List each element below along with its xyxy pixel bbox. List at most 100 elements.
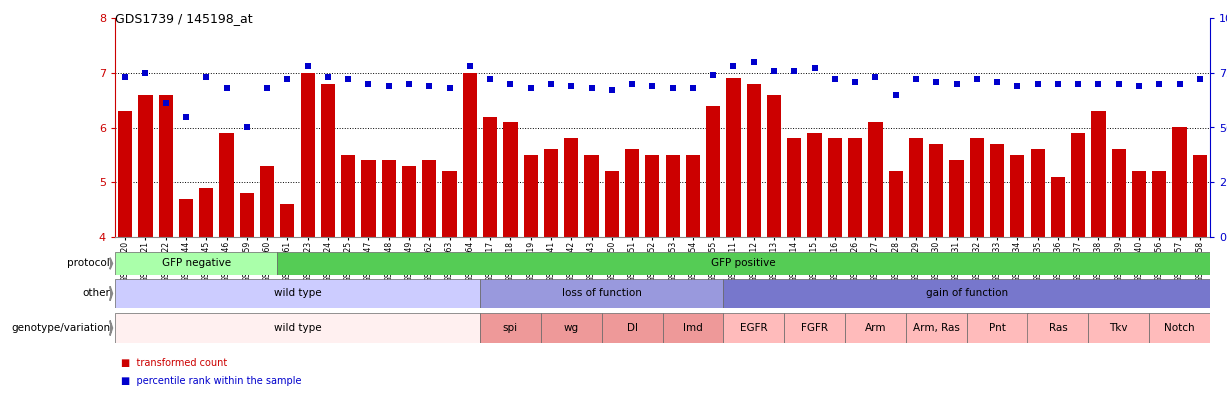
Bar bbox=[724, 313, 784, 343]
Bar bbox=[524, 155, 537, 237]
Bar bbox=[260, 166, 274, 237]
Point bbox=[541, 81, 561, 87]
Point bbox=[926, 78, 946, 85]
Point bbox=[237, 124, 256, 131]
Point bbox=[196, 74, 216, 80]
Bar bbox=[967, 313, 1027, 343]
Bar bbox=[443, 171, 456, 237]
Text: GFP negative: GFP negative bbox=[162, 258, 231, 269]
Point bbox=[399, 81, 418, 87]
Bar bbox=[747, 84, 761, 237]
Bar bbox=[541, 313, 601, 343]
Point bbox=[258, 85, 277, 91]
Point bbox=[460, 63, 480, 69]
Point bbox=[1028, 81, 1048, 87]
Bar bbox=[1010, 155, 1025, 237]
Bar bbox=[115, 313, 480, 343]
Bar bbox=[1071, 133, 1086, 237]
Bar bbox=[301, 73, 315, 237]
Bar bbox=[158, 95, 173, 237]
Text: ■  transformed count: ■ transformed count bbox=[121, 358, 227, 368]
Text: Dl: Dl bbox=[627, 323, 638, 333]
Point bbox=[177, 113, 196, 120]
Bar bbox=[605, 171, 618, 237]
Bar bbox=[220, 133, 233, 237]
Text: wild type: wild type bbox=[274, 323, 321, 333]
Bar bbox=[625, 149, 639, 237]
Bar bbox=[990, 144, 1004, 237]
Bar bbox=[320, 84, 335, 237]
Bar bbox=[929, 144, 944, 237]
Text: GFP positive: GFP positive bbox=[712, 258, 775, 269]
Text: GDS1739 / 145198_at: GDS1739 / 145198_at bbox=[115, 12, 253, 25]
Point bbox=[703, 72, 723, 78]
Point bbox=[562, 83, 582, 89]
Point bbox=[1048, 81, 1067, 87]
Bar bbox=[463, 73, 477, 237]
Bar bbox=[1150, 313, 1210, 343]
Point bbox=[379, 83, 399, 89]
Bar bbox=[179, 199, 193, 237]
Bar bbox=[788, 139, 801, 237]
Text: gain of function: gain of function bbox=[925, 288, 1007, 298]
Text: Notch: Notch bbox=[1164, 323, 1195, 333]
Bar bbox=[726, 78, 741, 237]
Bar bbox=[1152, 171, 1167, 237]
Bar bbox=[807, 133, 822, 237]
Point bbox=[1190, 76, 1210, 83]
Bar bbox=[828, 139, 842, 237]
Bar bbox=[845, 313, 906, 343]
Point bbox=[420, 83, 439, 89]
Text: loss of function: loss of function bbox=[562, 288, 642, 298]
Bar bbox=[663, 313, 724, 343]
Point bbox=[1109, 81, 1129, 87]
Text: wild type: wild type bbox=[274, 288, 321, 298]
Bar bbox=[277, 252, 1210, 275]
Text: Imd: Imd bbox=[683, 323, 703, 333]
Bar bbox=[888, 171, 903, 237]
Text: protocol: protocol bbox=[67, 258, 110, 269]
Point bbox=[1007, 83, 1027, 89]
Bar bbox=[382, 160, 396, 237]
Text: spi: spi bbox=[503, 323, 518, 333]
Point bbox=[1150, 81, 1169, 87]
Point bbox=[156, 100, 175, 107]
Point bbox=[358, 81, 378, 87]
Bar bbox=[544, 149, 558, 237]
Text: wg: wg bbox=[563, 323, 579, 333]
Bar bbox=[139, 95, 152, 237]
Point bbox=[136, 70, 156, 76]
Point bbox=[439, 85, 459, 91]
Point bbox=[825, 76, 844, 83]
Bar bbox=[950, 160, 963, 237]
Point bbox=[602, 87, 622, 94]
Bar bbox=[601, 313, 663, 343]
Bar bbox=[115, 279, 480, 308]
Bar bbox=[848, 139, 863, 237]
Point bbox=[907, 76, 926, 83]
Point bbox=[521, 85, 541, 91]
Bar bbox=[422, 160, 437, 237]
Point bbox=[663, 85, 682, 91]
Bar bbox=[402, 166, 416, 237]
Bar bbox=[906, 313, 967, 343]
Bar bbox=[1027, 313, 1088, 343]
Bar bbox=[480, 279, 724, 308]
Point bbox=[1169, 81, 1189, 87]
Bar bbox=[1193, 155, 1207, 237]
Point bbox=[1069, 81, 1088, 87]
Bar bbox=[1133, 171, 1146, 237]
Point bbox=[784, 67, 804, 74]
Point bbox=[865, 74, 885, 80]
Text: Ras: Ras bbox=[1049, 323, 1067, 333]
Bar bbox=[869, 122, 882, 237]
Point bbox=[115, 74, 135, 80]
Point bbox=[947, 81, 967, 87]
Point bbox=[683, 85, 703, 91]
Bar bbox=[199, 188, 213, 237]
Bar bbox=[483, 117, 497, 237]
Text: EGFR: EGFR bbox=[740, 323, 768, 333]
Text: Tkv: Tkv bbox=[1109, 323, 1128, 333]
Point bbox=[217, 85, 237, 91]
Point bbox=[845, 78, 865, 85]
